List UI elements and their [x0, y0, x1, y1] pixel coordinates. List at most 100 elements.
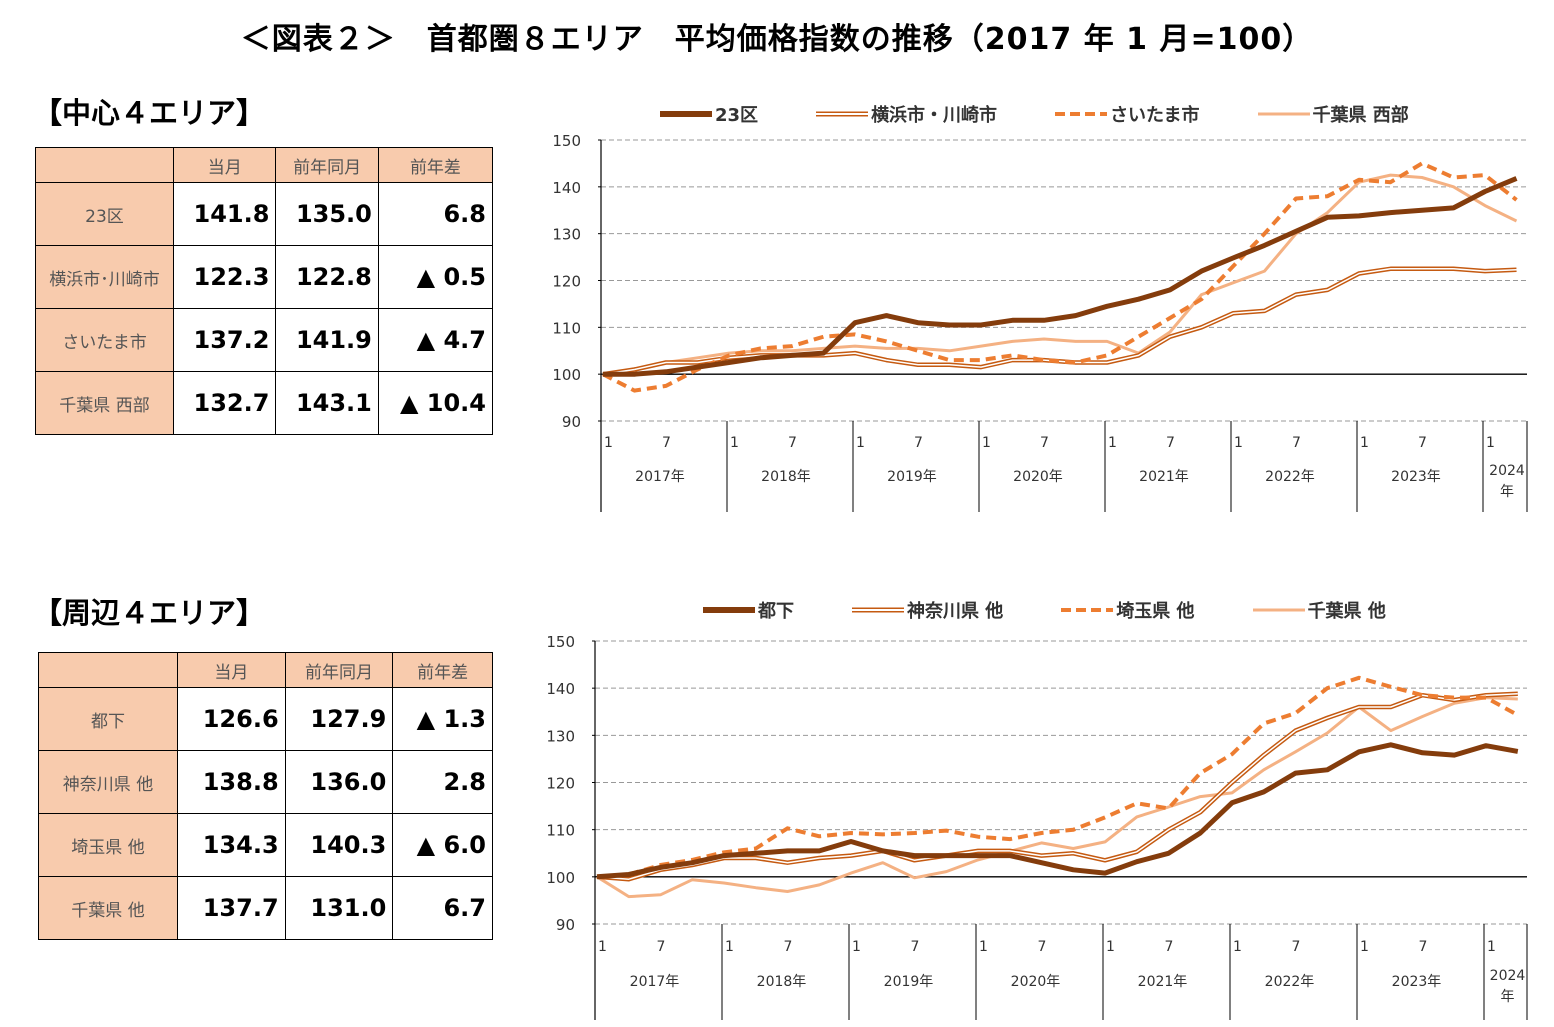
row-label: 千葉県 西部: [35, 371, 174, 435]
x-month-label: 7: [1292, 939, 1301, 955]
table-row: 23区 141.8 135.0 6.8: [35, 182, 494, 246]
x-month-label: 7: [784, 939, 793, 955]
column-header: 前年同月: [284, 652, 394, 688]
x-year-label: 2022年: [1265, 469, 1315, 485]
prev-year-value: 140.3: [284, 813, 394, 877]
legend-item: 千葉県 西部: [1257, 101, 1409, 127]
series-line: [596, 675, 1519, 879]
figure-title: ＜図表２＞ 首都圏８エリア 平均価格指数の推移（2017 年 1 月=100）: [240, 22, 1314, 57]
legend-item: 都下: [703, 597, 794, 623]
chart-legend-suburban: 都下 神奈川県 他 埼玉県 他 千葉県 他: [703, 597, 1444, 623]
column-header: [35, 147, 174, 183]
table-row: 埼玉県 他 134.3 140.3 ▲ 6.0: [38, 813, 493, 877]
diff-value: ▲ 1.3: [392, 687, 493, 751]
legend-label: さいたま市: [1110, 105, 1200, 126]
x-month-label: 1: [1106, 939, 1115, 955]
y-tick-label: 110: [552, 319, 581, 337]
y-tick-label: 120: [552, 273, 581, 291]
row-label: 23区: [35, 182, 174, 246]
table-row: 神奈川県 他 138.8 136.0 2.8: [38, 750, 493, 814]
x-month-label: 1: [1486, 435, 1495, 451]
legend-item: 神奈川県 他: [852, 597, 1003, 623]
x-year-label-container: 2024年: [1490, 968, 1526, 1005]
legend-swatch: [703, 607, 755, 613]
x-month-label: 1: [730, 435, 739, 451]
legend-label: 埼玉県 他: [1116, 601, 1195, 622]
current-value: 138.8: [177, 750, 286, 814]
diff-value: 6.8: [377, 182, 494, 246]
y-tick-label: 100: [552, 366, 581, 384]
row-label: さいたま市: [35, 308, 174, 372]
x-month-label: 7: [1165, 939, 1174, 955]
x-year-label: 2018年: [761, 469, 811, 485]
current-value: 132.7: [172, 371, 277, 435]
current-value: 126.6: [177, 687, 286, 751]
y-tick-label: 120: [546, 775, 575, 793]
x-year-label: 2020年: [1011, 974, 1061, 990]
legend-swatch: [816, 111, 869, 117]
column-header: [38, 652, 178, 688]
series-line: [596, 742, 1519, 880]
row-label: 横浜市･川崎市: [35, 245, 174, 309]
x-month-label: 1: [604, 435, 613, 451]
chart-suburban-areas: 90 100 110 120 130 140 150 1 7 2017年 1 7 2018年 1 7 2019…: [546, 633, 1528, 1020]
legend-label: 23区: [715, 105, 759, 126]
x-month-label: 1: [1233, 939, 1242, 955]
y-tick-label: 90: [556, 916, 575, 934]
table-row: 都下 126.6 127.9 ▲ 1.3: [38, 687, 493, 751]
legend-swatch: [1055, 112, 1108, 116]
chart-central-areas: 90 100 110 120 130 140 150 1 7 2017年 1 7 2018年 1 7 2019…: [552, 132, 1528, 512]
table-header-row: 当月 前年同月 前年差: [35, 147, 494, 183]
legend-label: 千葉県 他: [1307, 601, 1386, 622]
column-header: 前年差: [392, 652, 493, 688]
current-value: 141.8: [172, 182, 277, 246]
x-month-label: 1: [1360, 939, 1369, 955]
diff-value: ▲ 4.7: [377, 308, 494, 372]
column-header: 当月: [172, 147, 277, 183]
prev-year-value: 136.0: [284, 750, 394, 814]
series-line: [603, 176, 1518, 377]
current-value: 122.3: [172, 245, 277, 309]
x-month-label: 7: [1166, 435, 1175, 451]
x-year-label: 2024年: [1489, 463, 1525, 500]
y-tick-label: 130: [552, 226, 581, 244]
diff-value: ▲ 6.0: [392, 813, 493, 877]
table-row: 千葉県 西部 132.7 143.1 ▲ 10.4: [35, 371, 494, 435]
x-month-label: 1: [725, 939, 734, 955]
x-month-label: 7: [911, 939, 920, 955]
x-month-label: 7: [1292, 435, 1301, 451]
row-label: 神奈川県 他: [38, 750, 178, 814]
x-year-label: 2020年: [1013, 469, 1063, 485]
series-line-inner: [602, 268, 1517, 375]
y-tick-label: 100: [546, 869, 575, 887]
legend-swatch: [1061, 608, 1114, 612]
x-month-label: 1: [1360, 435, 1369, 451]
table-suburban-areas: 当月 前年同月 前年差 都下 126.6 127.9 ▲ 1.3 神奈川県 他 138.8 136…: [38, 652, 493, 940]
x-month-label: 7: [788, 435, 797, 451]
section-heading-central: 【中心４エリア】: [33, 96, 266, 130]
legend-swatch: [660, 111, 712, 117]
series-line: [602, 173, 1518, 376]
legend-swatch: [1252, 608, 1305, 612]
y-tick-label: 90: [562, 413, 581, 431]
x-year-label: 2023年: [1392, 974, 1442, 990]
table-row: 横浜市･川崎市 122.3 122.8 ▲ 0.5: [35, 245, 494, 309]
prev-year-value: 143.1: [275, 371, 379, 435]
column-header: 前年差: [377, 147, 494, 183]
x-year-label: 2023年: [1391, 469, 1441, 485]
row-label: 埼玉県 他: [38, 813, 178, 877]
x-month-label: 7: [1040, 435, 1049, 451]
x-year-label: 2017年: [630, 974, 680, 990]
row-label: 都下: [38, 687, 178, 751]
table-row: さいたま市 137.2 141.9 ▲ 4.7: [35, 308, 494, 372]
x-year-label: 2022年: [1265, 974, 1315, 990]
x-month-label: 1: [979, 939, 988, 955]
x-month-label: 7: [662, 435, 671, 451]
table-header-row: 当月 前年同月 前年差: [38, 652, 493, 688]
x-year-label: 2017年: [635, 469, 685, 485]
x-month-label: 1: [1108, 435, 1117, 451]
x-year-label: 2018年: [757, 974, 807, 990]
y-tick-label: 140: [546, 680, 575, 698]
series-line: [602, 161, 1518, 393]
